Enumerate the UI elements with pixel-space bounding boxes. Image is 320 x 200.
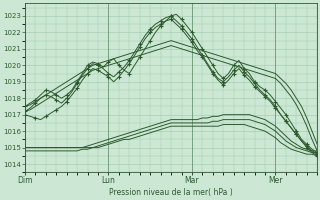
X-axis label: Pression niveau de la mer( hPa ): Pression niveau de la mer( hPa )	[109, 188, 233, 197]
